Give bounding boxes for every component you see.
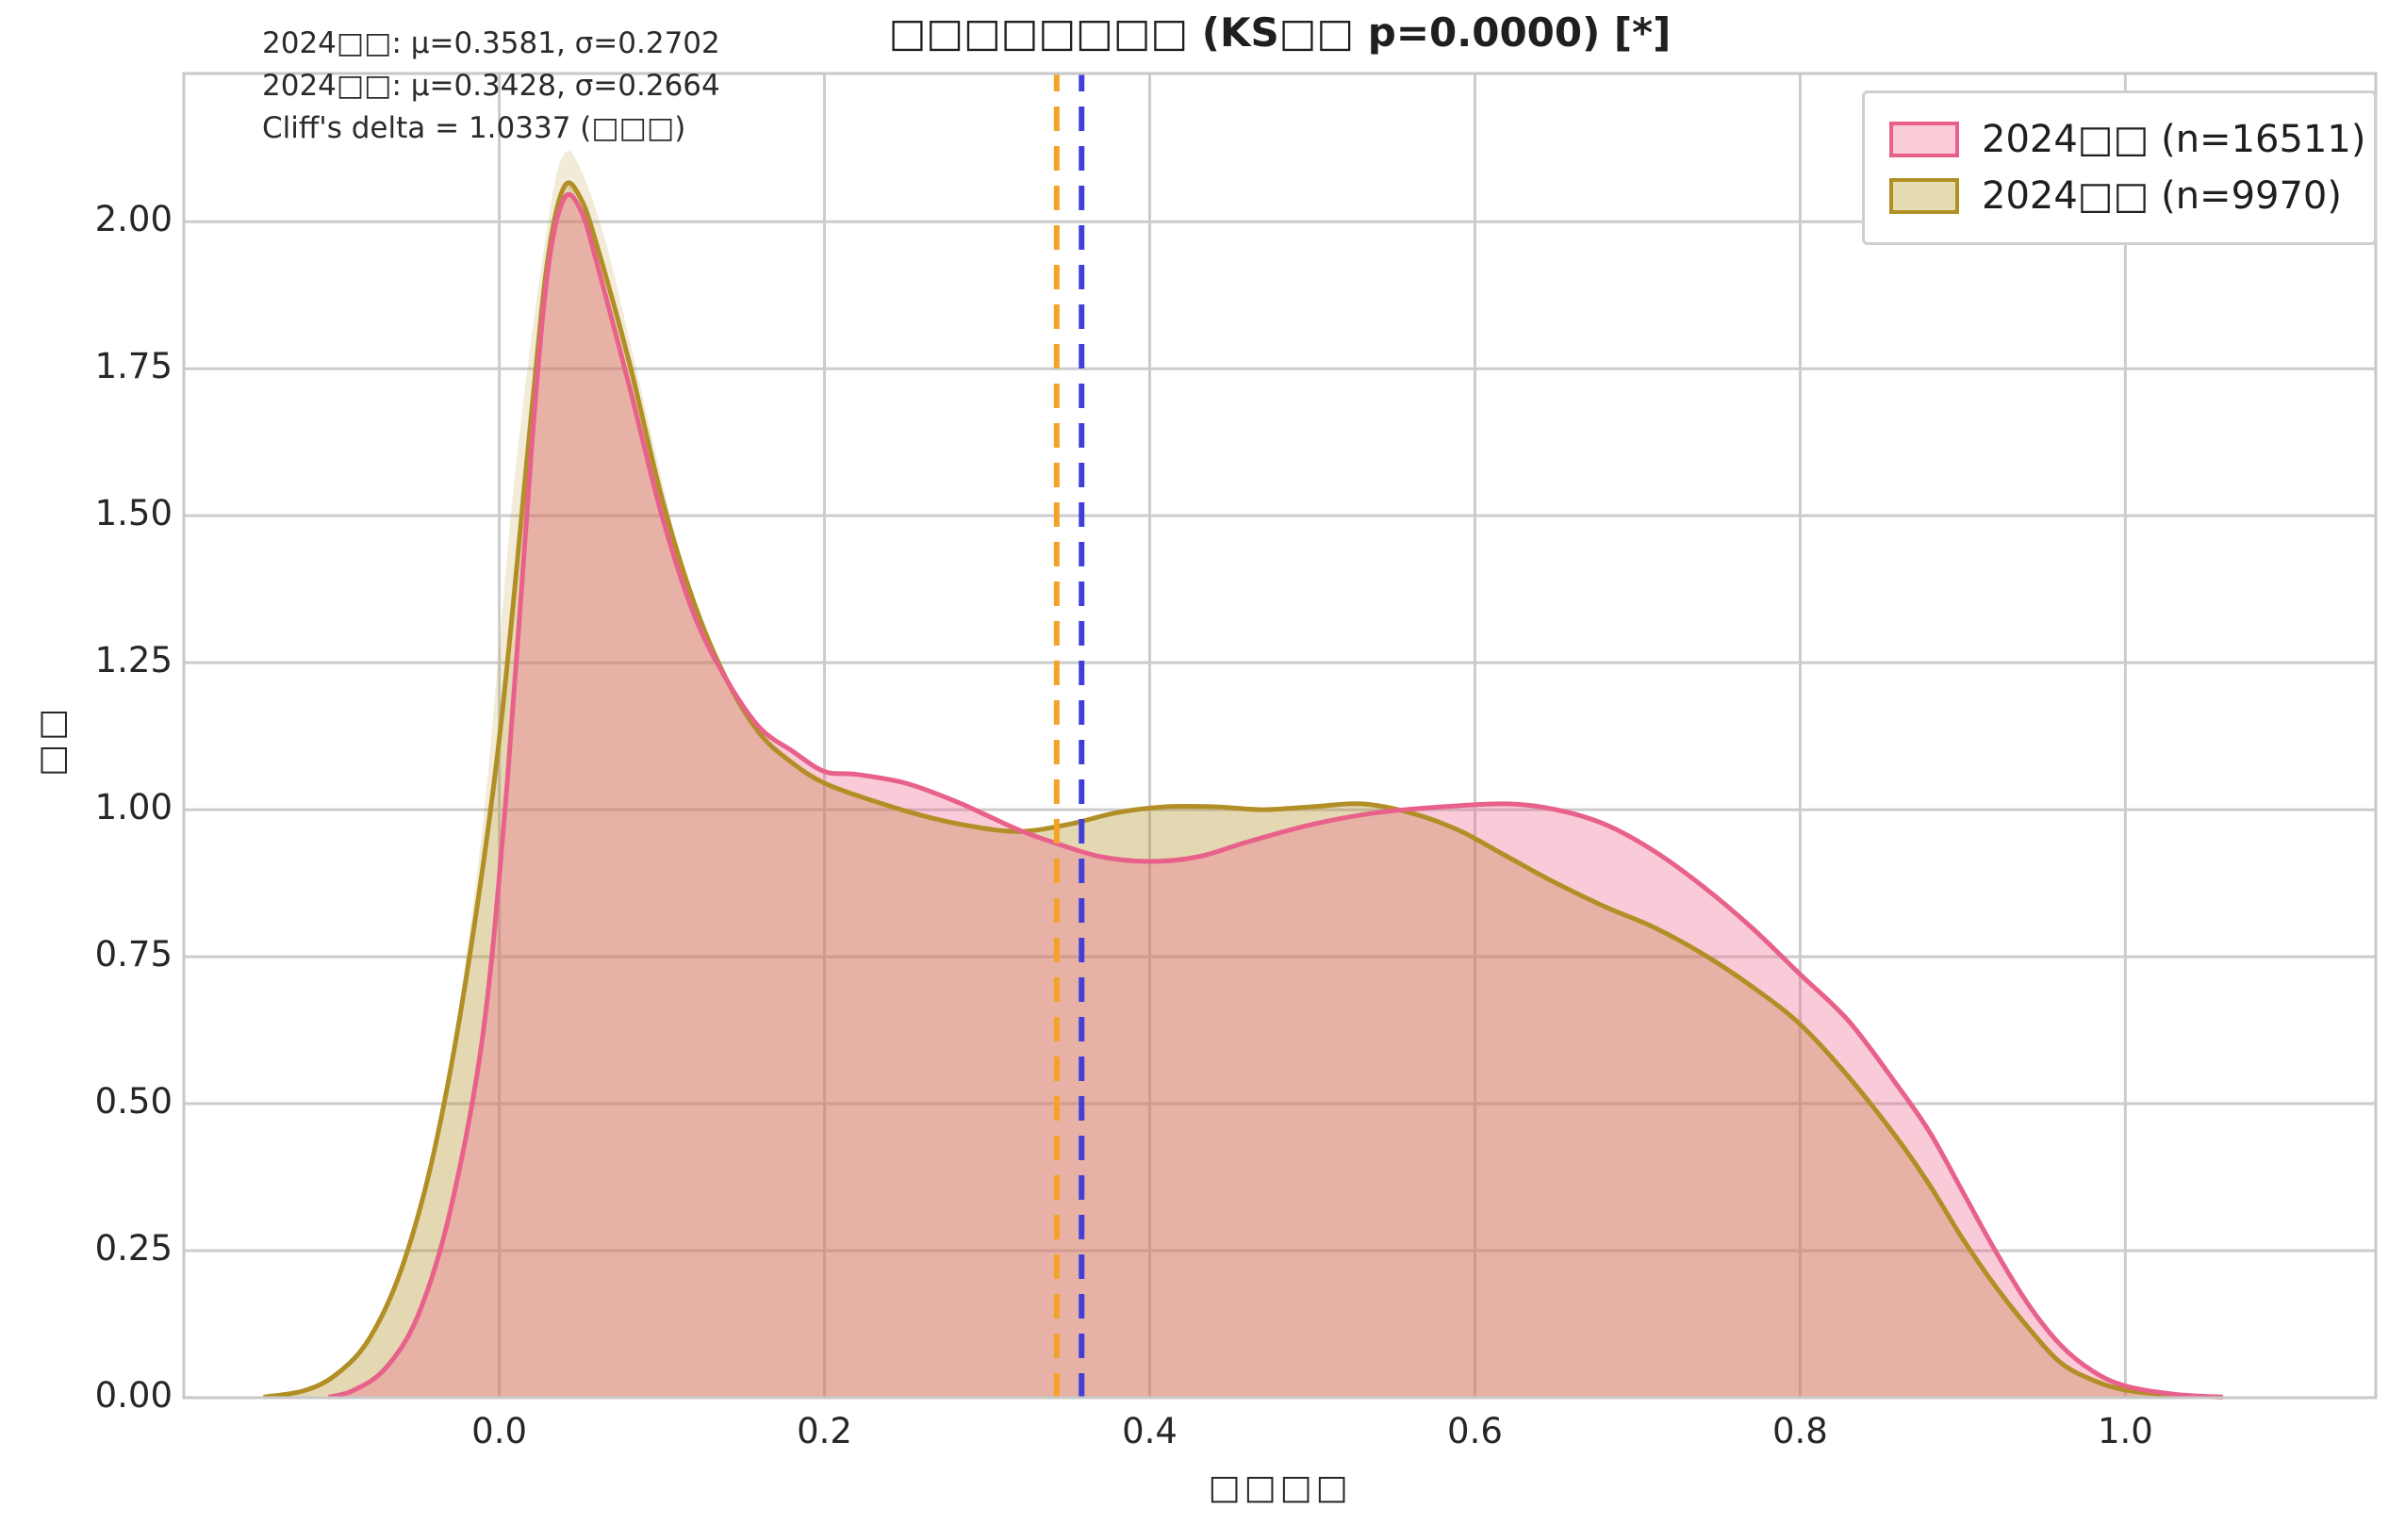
y-tick-label: 0.25 xyxy=(94,1228,173,1270)
x-tick-label: 0.4 xyxy=(1122,1411,1178,1451)
legend-item-first-series: 2024□□ (n=16511) xyxy=(1889,118,2374,161)
x-tick-label: 0.8 xyxy=(1772,1411,1828,1451)
y-tick-label: 1.75 xyxy=(94,346,173,387)
kde-fill-second-series xyxy=(263,182,2223,1398)
y-tick-label: 1.50 xyxy=(94,493,173,534)
chart-title: □□□□□□□□ (KS□□ p=0.0000) [*] xyxy=(888,9,1672,56)
x-tick-label: 1.0 xyxy=(2097,1411,2153,1451)
kde-line-first-series xyxy=(327,191,2224,1400)
x-axis-label: □□□□ xyxy=(1208,1468,1352,1507)
legend-item-second-series: 2024□□ (n=9970) xyxy=(1889,174,2374,218)
legend-label: 2024□□ (n=9970) xyxy=(1982,174,2342,218)
legend: 2024□□ (n=16511) 2024□□ (n=9970) xyxy=(1862,90,2377,245)
legend-swatch-pink xyxy=(1889,122,1959,157)
x-tick-label: 0.2 xyxy=(797,1411,852,1451)
annotation-line-3: Cliff's delta = 1.0337 (□□□) xyxy=(262,111,686,145)
y-tick-label: 0.50 xyxy=(94,1081,173,1122)
kde-fill-first-series xyxy=(328,194,2223,1398)
legend-swatch-khaki xyxy=(1889,178,1959,214)
stats-annotation: 2024□□: μ=0.3581, σ=0.2702 2024□□: μ=0.3… xyxy=(262,23,720,150)
y-tick-label: 2.00 xyxy=(94,199,173,240)
y-tick-label: 0.75 xyxy=(94,934,173,975)
annotation-line-2: 2024□□: μ=0.3428, σ=0.2664 xyxy=(262,69,720,103)
axes-frame xyxy=(182,72,2378,1400)
x-tick-label: 0.6 xyxy=(1447,1411,1503,1451)
kde-line-second-series xyxy=(263,180,2223,1400)
y-tick-label: 1.25 xyxy=(94,640,173,681)
x-tick-label: 0.0 xyxy=(471,1411,528,1451)
legend-label: 2024□□ (n=16511) xyxy=(1982,118,2366,161)
annotation-line-1: 2024□□: μ=0.3581, σ=0.2702 xyxy=(262,26,720,60)
y-axis-label: □□ xyxy=(32,704,72,778)
y-tick-label: 0.00 xyxy=(94,1375,173,1416)
y-tick-label: 1.00 xyxy=(94,787,173,828)
